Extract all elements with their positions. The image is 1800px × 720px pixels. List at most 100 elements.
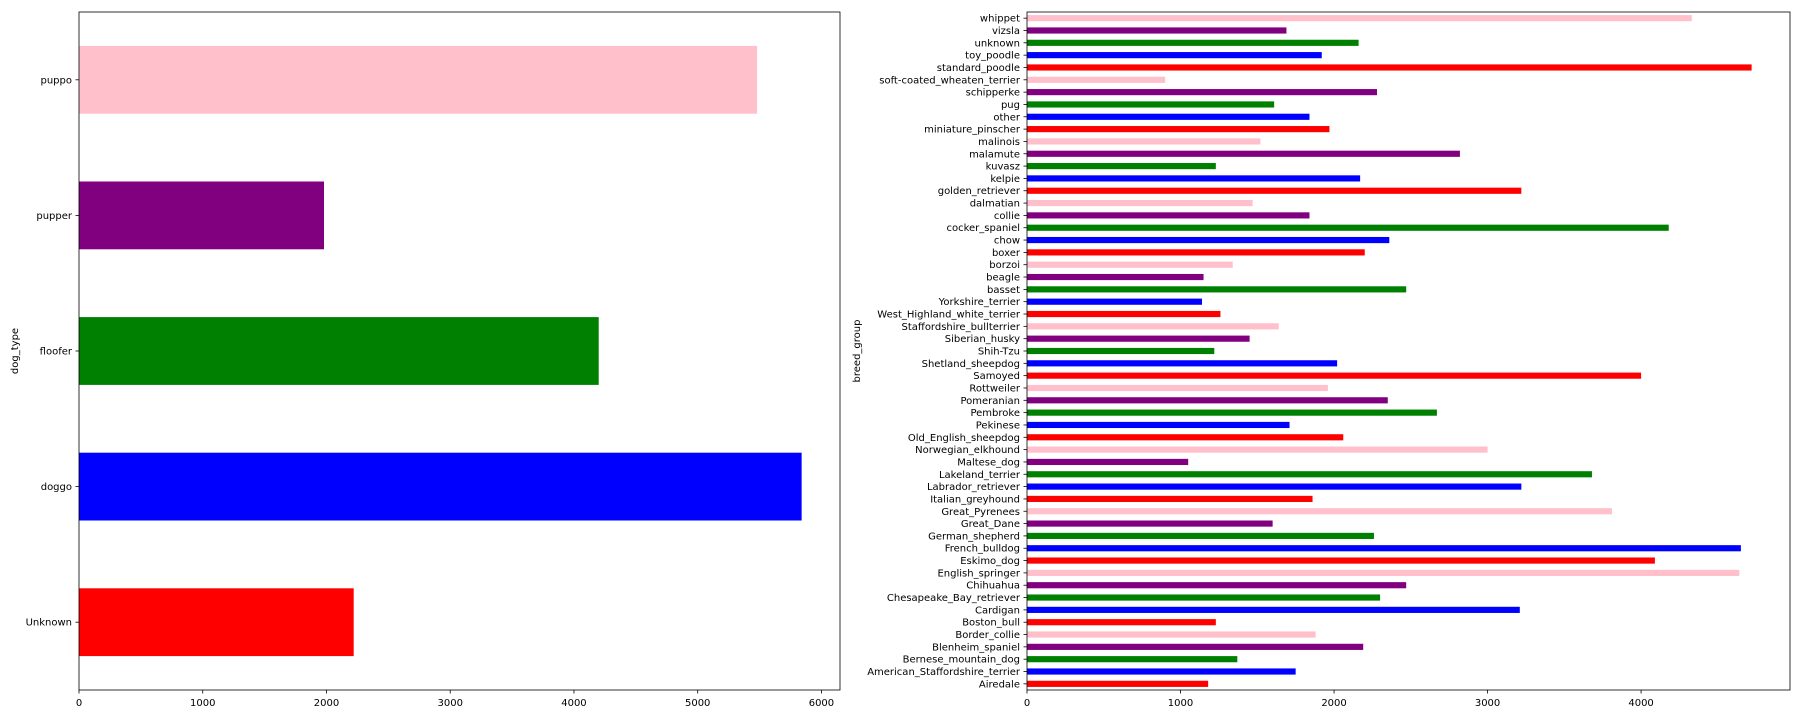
bar-samoyed — [1027, 372, 1642, 379]
y-tick-label: kuvasz — [986, 162, 1020, 173]
bar-rottweiler — [1027, 384, 1328, 392]
bar-american-staffordshire-terrier — [1027, 668, 1296, 675]
bar-doggo — [79, 452, 802, 521]
y-tick-label: Rottweiler — [969, 383, 1020, 394]
y-tick-label: cocker_spaniel — [946, 223, 1020, 234]
bar-cocker-spaniel — [1027, 224, 1669, 231]
bar-great-pyrenees — [1027, 508, 1612, 515]
bar-borzoi — [1027, 261, 1233, 268]
y-tick-label: chow — [994, 236, 1020, 247]
y-tick-label: Italian_greyhound — [930, 494, 1020, 505]
bar-whippet — [1027, 15, 1692, 22]
bar-chesapeake-bay-retriever — [1027, 594, 1381, 601]
y-tick-label: Siberian_husky — [945, 334, 1020, 345]
y-tick-label: Shih-Tzu — [978, 347, 1020, 358]
y-tick-label: Old_English_sheepdog — [908, 433, 1020, 444]
bar-vizsla — [1027, 27, 1287, 34]
y-tick-label: Boston_bull — [962, 618, 1020, 629]
bar-malinois — [1027, 138, 1261, 145]
y-tick-label: doggo — [41, 482, 72, 493]
y-tick-label: Bernese_mountain_dog — [903, 655, 1020, 666]
bar-other — [1027, 113, 1310, 120]
bar-pembroke — [1027, 409, 1437, 416]
y-tick-label: American_Staffordshire_terrier — [867, 667, 1021, 678]
y-tick-label: pug — [1001, 100, 1020, 111]
bar-norwegian-elkhound — [1027, 446, 1488, 453]
y-tick-label: other — [993, 112, 1021, 123]
bar-border-collie — [1027, 631, 1316, 638]
y-tick-label: Border_collie — [955, 630, 1020, 641]
y-tick-label: Samoyed — [973, 371, 1020, 382]
bar-yorkshire-terrier — [1027, 298, 1203, 305]
x-tick-label: 2000 — [1321, 698, 1346, 709]
x-tick-label: 6000 — [809, 698, 834, 709]
y-tick-label: Eskimo_dog — [960, 556, 1020, 567]
y-tick-label: vizsla — [992, 26, 1020, 37]
plot-frame — [78, 11, 841, 691]
y-tick-label: Great_Pyrenees — [941, 507, 1020, 518]
x-tick-label: 4000 — [1628, 698, 1653, 709]
bar-unknown — [79, 588, 354, 657]
y-axis-label: dog_type — [10, 328, 21, 374]
bar-chihuahua — [1027, 582, 1407, 589]
bar-golden-retriever — [1027, 187, 1522, 194]
bar-english-springer — [1027, 569, 1740, 576]
bar-pomeranian — [1027, 397, 1388, 404]
y-tick-label: Cardigan — [975, 605, 1020, 616]
y-tick-label: Norwegian_elkhound — [915, 445, 1020, 456]
y-tick-label: Pekinese — [976, 420, 1020, 431]
y-tick-label: soft-coated_wheaten_terrier — [879, 75, 1021, 86]
y-tick-label: floofer — [40, 347, 73, 358]
y-tick-label: Chihuahua — [966, 581, 1020, 592]
bar-eskimo-dog — [1027, 557, 1655, 564]
y-tick-label: basset — [987, 285, 1020, 296]
y-tick-label: Lakeland_terrier — [939, 470, 1021, 481]
y-tick-label: English_springer — [937, 568, 1020, 579]
y-tick-label: malamute — [969, 149, 1020, 160]
bar-standard-poodle — [1027, 64, 1752, 71]
y-tick-label: Airedale — [979, 679, 1020, 690]
y-tick-label: Maltese_dog — [957, 457, 1020, 468]
x-tick-label: 3000 — [437, 698, 462, 709]
y-tick-label: dalmatian — [970, 199, 1020, 210]
y-tick-label: beagle — [986, 273, 1020, 284]
y-tick-label: kelpie — [990, 174, 1020, 185]
bar-staffordshire-bullterrier — [1027, 323, 1279, 330]
y-tick-label: malinois — [978, 137, 1020, 148]
y-tick-label: miniature_pinscher — [924, 125, 1021, 136]
x-tick-label: 0 — [76, 698, 82, 709]
y-tick-label: pupper — [36, 211, 73, 222]
y-tick-label: whippet — [980, 14, 1020, 25]
bar-german-shepherd — [1027, 532, 1374, 539]
plot-frame — [1026, 11, 1791, 691]
bar-dalmatian — [1027, 199, 1253, 207]
x-tick-label: 0 — [1024, 698, 1030, 709]
y-tick-label: puppo — [41, 75, 73, 86]
bar-blenheim-spaniel — [1027, 643, 1364, 650]
y-tick-label: Yorkshire_terrier — [938, 297, 1021, 308]
bar-cardigan — [1027, 606, 1520, 613]
bar-schipperke — [1027, 89, 1378, 96]
y-tick-label: boxer — [992, 248, 1021, 259]
y-tick-label: French_bulldog — [945, 544, 1020, 555]
dog-type-bar-chart: Unknown doggo floofer pupper puppo 0 1000 2000 3… — [10, 11, 841, 709]
bar-labrador-retriever — [1027, 483, 1522, 490]
y-tick-label: Chesapeake_Bay_retriever — [887, 593, 1021, 604]
y-tick-label: Blenheim_spaniel — [932, 642, 1020, 653]
y-tick-label: standard_poodle — [937, 63, 1020, 74]
bar-italian-greyhound — [1027, 495, 1313, 503]
y-tick-label: Shetland_sheepdog — [922, 359, 1020, 370]
bar-boxer — [1027, 249, 1365, 256]
y-tick-label: unknown — [975, 38, 1020, 49]
y-tick-label: toy_poodle — [965, 51, 1020, 62]
bar-basset — [1027, 286, 1407, 293]
bar-pupper — [79, 181, 325, 250]
y-axis-label: breed_group — [852, 320, 863, 383]
bar-toy-poodle — [1027, 52, 1322, 59]
bar-kuvasz — [1027, 163, 1216, 170]
x-tick-label: 2000 — [314, 698, 339, 709]
bar-shih-tzu — [1027, 347, 1215, 355]
bar-shetland-sheepdog — [1027, 360, 1338, 367]
bar-puppo — [79, 45, 758, 114]
bar-pug — [1027, 101, 1275, 108]
